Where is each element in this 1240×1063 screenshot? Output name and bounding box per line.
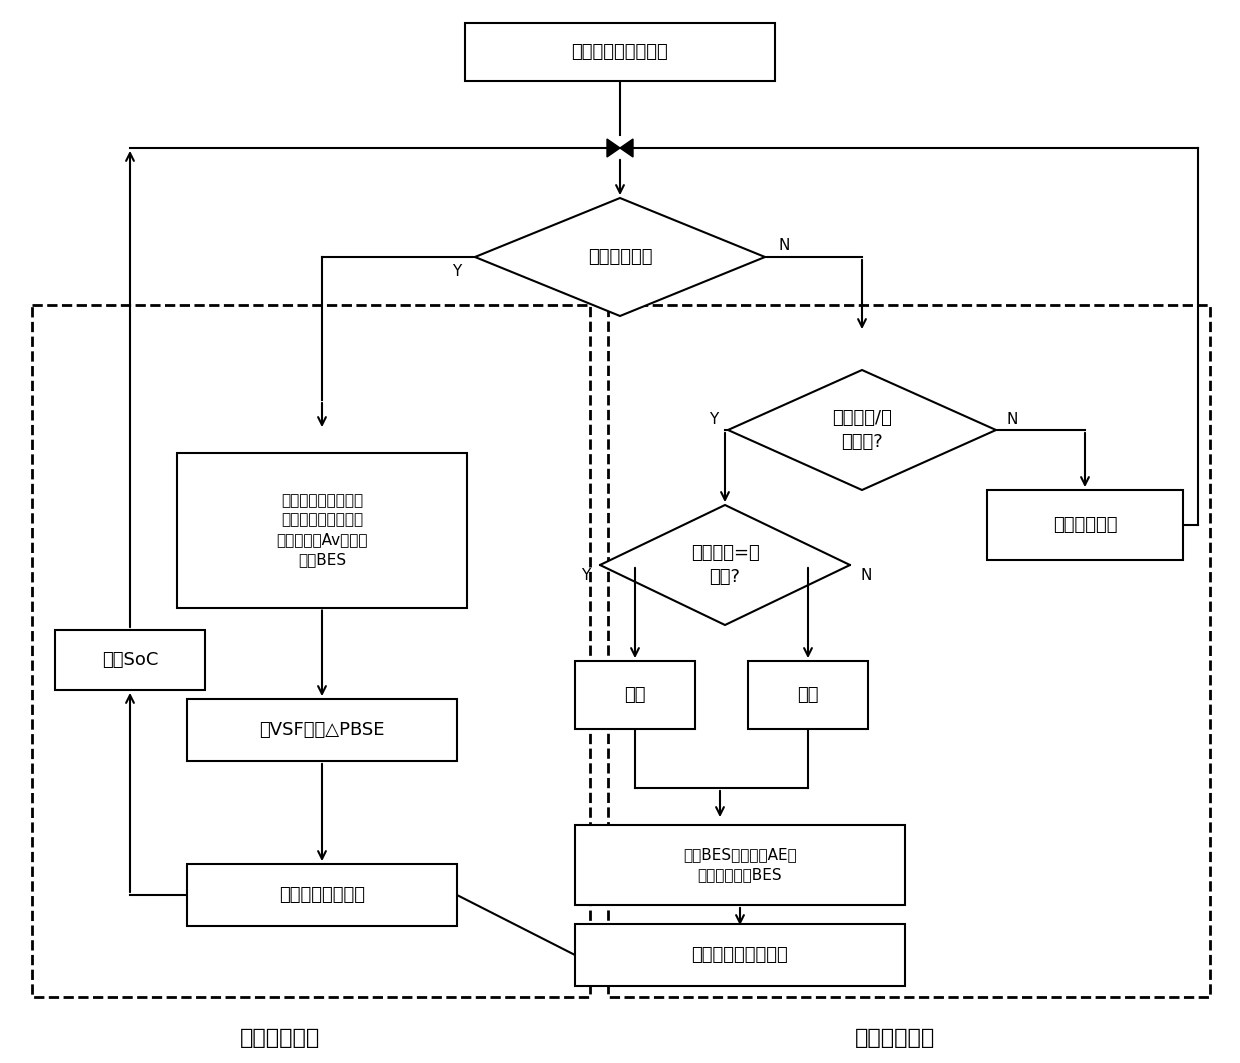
Text: Y: Y: [580, 568, 590, 583]
Text: 计算BES评价矩阵AE，
并选取最优的BES: 计算BES评价矩阵AE， 并选取最优的BES: [683, 847, 797, 882]
Text: 是否电压越限: 是否电压越限: [588, 248, 652, 266]
Text: N: N: [1006, 412, 1017, 427]
Text: N: N: [779, 237, 790, 253]
FancyBboxPatch shape: [987, 490, 1183, 560]
FancyBboxPatch shape: [187, 864, 458, 926]
FancyBboxPatch shape: [465, 23, 775, 81]
Text: N: N: [861, 568, 872, 583]
Text: Y: Y: [709, 412, 718, 427]
Text: 充电: 充电: [624, 686, 646, 704]
Text: 电压控制部分: 电压控制部分: [239, 1028, 320, 1048]
Text: 由VSF求出△PBSE: 由VSF求出△PBSE: [259, 721, 384, 739]
FancyBboxPatch shape: [177, 453, 467, 607]
FancyBboxPatch shape: [187, 699, 458, 761]
Polygon shape: [620, 139, 632, 157]
FancyBboxPatch shape: [748, 661, 868, 729]
Text: 电池容量/功
率未满?: 电池容量/功 率未满?: [832, 409, 892, 451]
Text: 给定各限值及当前值: 给定各限值及当前值: [572, 43, 668, 61]
Polygon shape: [608, 139, 620, 157]
Text: 计算下一时刻: 计算下一时刻: [1053, 516, 1117, 534]
Polygon shape: [475, 198, 765, 316]
Polygon shape: [600, 505, 849, 625]
Text: 根据各节点电压越限
情况，计算储能电池
的评价矩阵Av并选出
最优BES: 根据各节点电压越限 情况，计算储能电池 的评价矩阵Av并选出 最优BES: [277, 493, 368, 568]
Text: 当前电价=谷
电价?: 当前电价=谷 电价?: [691, 544, 759, 586]
Text: 放电: 放电: [797, 686, 818, 704]
FancyBboxPatch shape: [575, 661, 694, 729]
Text: 充放功率调整过程: 充放功率调整过程: [279, 885, 365, 904]
Polygon shape: [728, 370, 996, 490]
FancyBboxPatch shape: [55, 630, 205, 690]
Text: 更新SoC: 更新SoC: [102, 651, 159, 669]
Text: 经济优化部分: 经济优化部分: [854, 1028, 935, 1048]
FancyBboxPatch shape: [575, 825, 905, 905]
FancyBboxPatch shape: [575, 924, 905, 986]
Text: 充放电功率调整过程: 充放电功率调整过程: [692, 946, 789, 964]
Text: Y: Y: [451, 265, 461, 280]
